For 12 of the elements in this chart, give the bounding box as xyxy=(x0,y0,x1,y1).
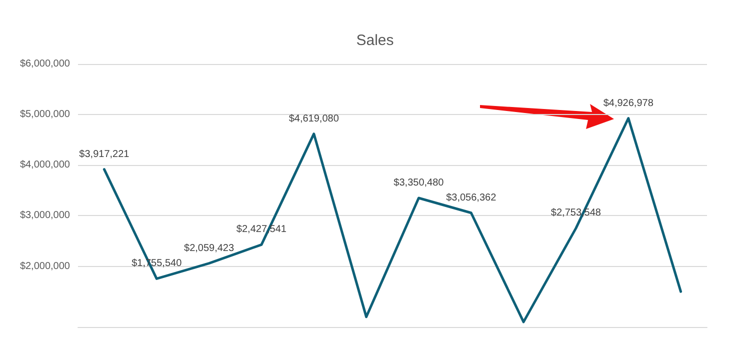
data-label: $3,350,480 xyxy=(394,178,444,189)
y-tick-label: $6,000,000 xyxy=(20,58,70,70)
data-label: $3,056,362 xyxy=(446,192,497,204)
data-label: $3,917,221 xyxy=(79,148,130,160)
data-label: $4,619,080 xyxy=(288,113,340,124)
y-tick-label: $4,000,000 xyxy=(20,160,70,171)
data-label: $4,926,978 xyxy=(603,98,654,109)
chart-title: Sales xyxy=(356,32,394,49)
y-tick-label: $3,000,000 xyxy=(20,210,70,222)
y-tick-label: $5,000,000 xyxy=(20,109,70,120)
data-label: $2,059,423 xyxy=(184,242,234,254)
y-tick-label: $2,000,000 xyxy=(20,260,70,272)
